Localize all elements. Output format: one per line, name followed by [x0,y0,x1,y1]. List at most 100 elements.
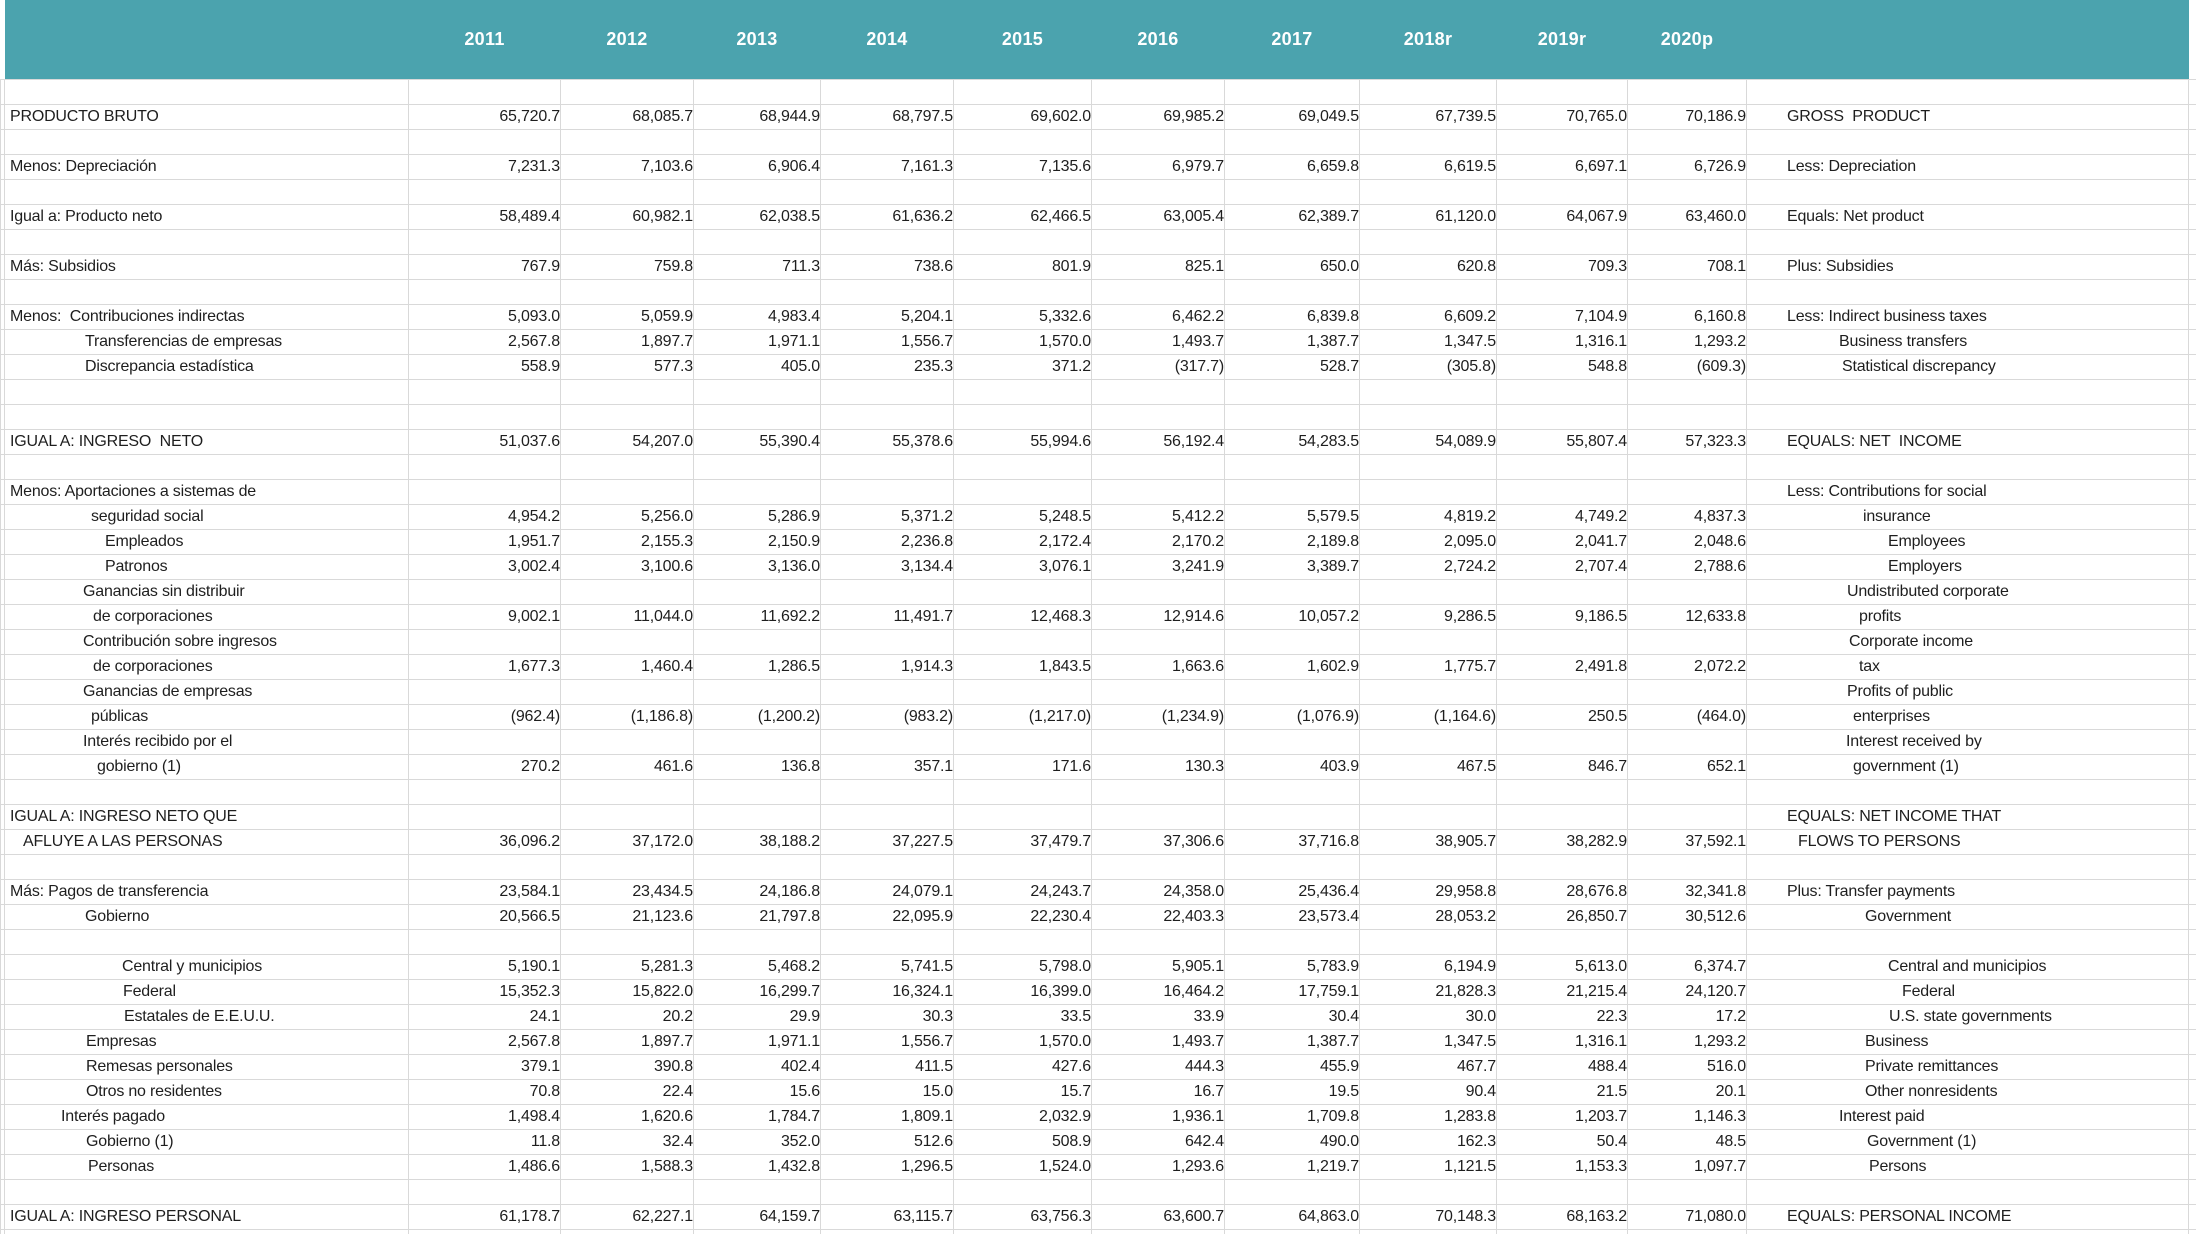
cell-value-2014[interactable]: 1,556.7 [820,1028,954,1055]
year-header-2016[interactable]: 2016 [1091,0,1225,79]
cell-value-2014[interactable]: 1,914.3 [820,653,954,680]
cell-value-2016[interactable] [1091,178,1225,205]
cell-en-label[interactable] [1746,853,2189,880]
cell-value-2014[interactable]: 5,371.2 [820,503,954,530]
cell-value-2013[interactable]: 711.3 [693,253,821,280]
cell-value-2019r[interactable] [1496,853,1628,880]
cell-es-label[interactable]: Federal [4,978,409,1005]
cell-es-label[interactable] [4,778,409,805]
cell-value-2019r[interactable]: 709.3 [1496,253,1628,280]
cell-en-label[interactable] [1746,928,2189,955]
cell-value-2017[interactable]: 403.9 [1224,753,1360,780]
cell-value-2012[interactable]: 15,822.0 [560,978,694,1005]
cell-value-2018r[interactable]: 620.8 [1359,253,1497,280]
cell-value-2015[interactable] [953,378,1092,405]
cell-value-2016[interactable]: 6,462.2 [1091,303,1225,330]
cell-value-2020p[interactable]: 1,293.2 [1627,1028,1747,1055]
cell-value-2017[interactable]: 5,783.9 [1224,953,1360,980]
cell-value-2014[interactable] [820,228,954,255]
cell-value-2016[interactable]: 1,936.1 [1091,1103,1225,1130]
cell-value-2020p[interactable] [1627,928,1747,955]
cell-en-label[interactable]: U.S. state governments [1746,1003,2189,1030]
cell-en-label[interactable]: Federal [1746,978,2189,1005]
cell-value-2012[interactable] [560,678,694,705]
cell-value-2012[interactable] [560,228,694,255]
cell-en-label[interactable]: Profits of public [1746,678,2189,705]
cell-value-2017[interactable] [1224,78,1360,105]
cell-value-2014[interactable]: 24,079.1 [820,878,954,905]
cell-value-2017[interactable]: 3,389.7 [1224,553,1360,580]
cell-value-2011[interactable] [408,403,561,430]
cell-value-2016[interactable]: 3,241.9 [1091,553,1225,580]
cell-value-2019r[interactable]: 2,491.8 [1496,653,1628,680]
cell-value-2020p[interactable] [1627,778,1747,805]
cell-value-2014[interactable]: 5,204.1 [820,303,954,330]
cell-value-2017[interactable]: 490.0 [1224,1128,1360,1155]
cell-value-2019r[interactable]: 4,749.2 [1496,503,1628,530]
cell-value-2019r[interactable]: 7,104.9 [1496,303,1628,330]
cell-value-2014[interactable]: 15.0 [820,1078,954,1105]
cell-value-2012[interactable]: 1,620.6 [560,1103,694,1130]
cell-value-2012[interactable]: 1,460.4 [560,653,694,680]
cell-right-strip[interactable] [2188,1103,2196,1130]
cell-es-label[interactable] [4,78,409,105]
cell-value-2012[interactable] [560,278,694,305]
cell-value-2020p[interactable]: 63,460.0 [1627,203,1747,230]
cell-es-label[interactable]: Empresas [4,1028,409,1055]
cell-value-2016[interactable]: 12,914.6 [1091,603,1225,630]
cell-value-2017[interactable] [1224,278,1360,305]
cell-right-strip[interactable] [2188,1003,2196,1030]
cell-value-2016[interactable]: 642.4 [1091,1128,1225,1155]
cell-right-strip[interactable] [2188,803,2196,830]
year-header-2013[interactable]: 2013 [693,0,821,79]
cell-value-2013[interactable] [693,578,821,605]
cell-en-label[interactable]: Government (1) [1746,1128,2189,1155]
cell-value-2017[interactable]: 30.4 [1224,1003,1360,1030]
cell-right-strip[interactable] [2188,928,2196,955]
cell-value-2018r[interactable]: 467.5 [1359,753,1497,780]
cell-value-2018r[interactable]: 467.7 [1359,1053,1497,1080]
cell-value-2013[interactable]: 16,299.7 [693,978,821,1005]
cell-es-label[interactable]: seguridad social [4,503,409,530]
cell-value-2015[interactable]: 16,399.0 [953,978,1092,1005]
cell-value-2013[interactable] [693,628,821,655]
cell-value-2020p[interactable] [1627,478,1747,505]
cell-value-2019r[interactable] [1496,378,1628,405]
cell-es-label[interactable] [4,1228,409,1234]
cell-value-2020p[interactable]: 20.1 [1627,1078,1747,1105]
cell-value-2013[interactable] [693,1228,821,1234]
cell-value-2013[interactable]: 402.4 [693,1053,821,1080]
cell-es-label[interactable]: Personas [4,1153,409,1180]
cell-value-2019r[interactable]: 846.7 [1496,753,1628,780]
cell-right-strip[interactable] [2188,278,2196,305]
cell-value-2018r[interactable] [1359,728,1497,755]
cell-value-2012[interactable]: (1,186.8) [560,703,694,730]
cell-value-2020p[interactable] [1627,1228,1747,1234]
cell-value-2018r[interactable]: (1,164.6) [1359,703,1497,730]
cell-value-2020p[interactable] [1627,803,1747,830]
cell-value-2017[interactable]: 19.5 [1224,1078,1360,1105]
cell-en-label[interactable]: enterprises [1746,703,2189,730]
cell-es-label[interactable]: Gobierno [4,903,409,930]
cell-value-2018r[interactable]: 1,283.8 [1359,1103,1497,1130]
cell-value-2020p[interactable]: 32,341.8 [1627,878,1747,905]
cell-en-label[interactable] [1746,453,2189,480]
cell-value-2020p[interactable] [1627,1178,1747,1205]
cell-right-strip[interactable] [2188,1178,2196,1205]
cell-es-label[interactable]: Ganancias sin distribuir [4,578,409,605]
cell-en-label[interactable] [1746,128,2189,155]
cell-value-2015[interactable] [953,478,1092,505]
cell-right-strip[interactable] [2188,903,2196,930]
cell-value-2017[interactable]: 455.9 [1224,1053,1360,1080]
cell-value-2012[interactable]: 759.8 [560,253,694,280]
cell-value-2012[interactable]: 62,227.1 [560,1203,694,1230]
cell-value-2011[interactable]: 1,498.4 [408,1103,561,1130]
cell-es-label[interactable] [4,378,409,405]
cell-value-2020p[interactable] [1627,78,1747,105]
cell-value-2018r[interactable]: 21,828.3 [1359,978,1497,1005]
cell-value-2014[interactable] [820,128,954,155]
cell-right-strip[interactable] [2188,603,2196,630]
cell-value-2014[interactable]: 3,134.4 [820,553,954,580]
cell-value-2018r[interactable]: 6,194.9 [1359,953,1497,980]
cell-value-2019r[interactable]: 2,041.7 [1496,528,1628,555]
